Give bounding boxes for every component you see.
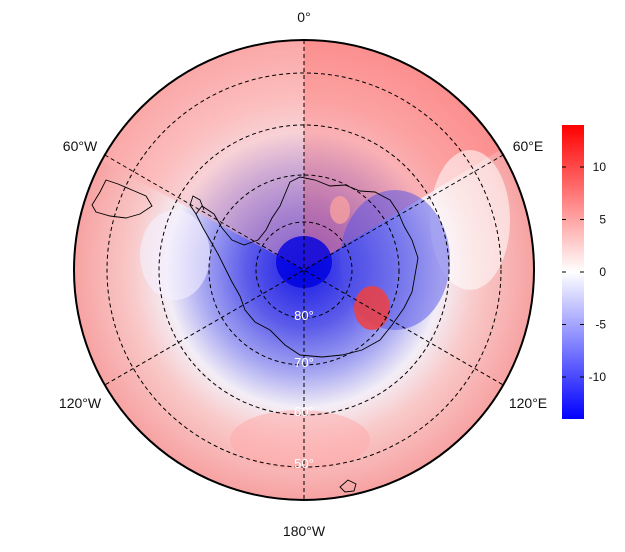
- colorbar-tick-label: 5: [599, 213, 606, 227]
- coastlines: [91, 176, 419, 493]
- lat-label-70: 70°: [294, 355, 314, 370]
- colorbar-tick-label: 10: [593, 160, 607, 174]
- graticule: [104, 40, 504, 500]
- field-red-patch-bottom: [230, 410, 370, 470]
- south-america-tip: [91, 179, 153, 219]
- field-red-patch: [354, 286, 390, 330]
- lon-label-120e: 120°E: [509, 395, 547, 411]
- field-white-band-left: [140, 210, 210, 300]
- field-white-band-right: [430, 150, 510, 290]
- peninsula-coastline: [189, 195, 205, 215]
- colorbar-ramp: [562, 125, 584, 419]
- colorbar-tick-label: -10: [589, 370, 607, 384]
- colorbar-tick-label: 0: [599, 265, 606, 279]
- lat-label-60: 60°: [294, 404, 314, 419]
- lat-circle-60: [158, 124, 450, 416]
- colorbar-tick-label: -5: [595, 318, 606, 332]
- lon-label-60e: 60°E: [513, 138, 544, 154]
- lon-label-0: 0°: [297, 9, 310, 25]
- anomaly-field: [74, 40, 534, 500]
- antarctica-coastline: [195, 176, 419, 358]
- lon-label-180: 180°W: [283, 523, 326, 539]
- colorbar: 10 5 0 -5 -10: [562, 125, 606, 419]
- lat-label-80: 80°: [294, 308, 314, 323]
- lon-label-60w: 60°W: [63, 138, 98, 154]
- field-blue-core: [276, 236, 332, 288]
- small-island: [339, 479, 357, 493]
- lat-label-50: 50°: [294, 456, 314, 471]
- field-strong-red-sector: [304, 40, 500, 270]
- lon-label-120w: 120°W: [59, 395, 102, 411]
- field-red-patch-2: [330, 196, 350, 224]
- colorbar-ticks: 10 5 0 -5 -10: [562, 160, 606, 384]
- map-border: [73, 39, 535, 501]
